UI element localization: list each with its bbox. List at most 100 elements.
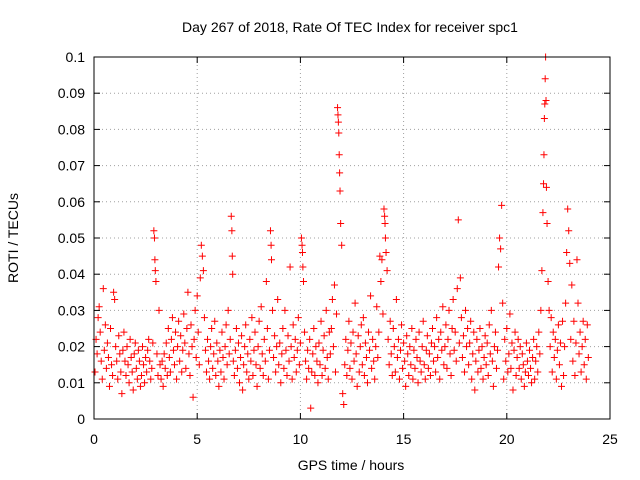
data-point: [100, 346, 108, 354]
data-point: [392, 296, 400, 304]
data-point: [464, 325, 472, 332]
data-point: [318, 372, 326, 380]
data-point: [156, 361, 164, 369]
data-point: [243, 368, 251, 376]
data-point: [188, 343, 196, 351]
data-point: [333, 310, 341, 318]
data-point: [155, 306, 163, 314]
data-point: [313, 357, 321, 365]
data-point: [540, 151, 548, 159]
data-point: [210, 350, 218, 358]
data-point: [430, 357, 438, 365]
data-point: [480, 353, 488, 361]
data-points: [91, 53, 592, 412]
data-point: [413, 353, 421, 361]
data-point: [162, 339, 170, 347]
data-point: [553, 346, 561, 354]
data-point: [455, 339, 463, 347]
data-point: [200, 314, 208, 322]
data-point: [275, 361, 283, 369]
data-point: [497, 245, 505, 253]
data-point: [380, 205, 388, 213]
data-point: [361, 339, 369, 347]
data-point: [214, 357, 222, 365]
data-point: [549, 328, 557, 336]
data-point: [251, 328, 259, 336]
data-point: [286, 263, 294, 271]
data-point: [485, 321, 493, 329]
data-point: [231, 346, 239, 354]
data-point: [583, 321, 591, 329]
data-point: [527, 364, 535, 372]
data-point: [133, 375, 141, 383]
data-point: [492, 364, 500, 372]
data-point: [305, 364, 313, 372]
data-point: [319, 346, 327, 354]
data-point: [528, 379, 536, 387]
data-point: [575, 350, 583, 358]
data-point: [573, 256, 581, 264]
data-point: [205, 357, 213, 365]
data-point: [129, 386, 137, 394]
x-tick-label: 0: [90, 431, 98, 447]
data-point: [529, 353, 537, 361]
data-point: [476, 325, 484, 332]
data-point: [402, 382, 410, 390]
data-point: [242, 321, 250, 329]
data-point: [143, 368, 151, 376]
data-point: [218, 328, 226, 336]
data-point: [509, 386, 517, 394]
data-point: [317, 317, 325, 325]
data-point: [112, 343, 120, 351]
data-point: [458, 353, 466, 361]
data-point: [385, 361, 393, 369]
data-point: [470, 328, 478, 336]
data-point: [565, 227, 573, 235]
data-point: [360, 372, 368, 380]
data-point: [208, 325, 216, 332]
data-point: [223, 361, 231, 369]
data-point: [540, 180, 548, 188]
data-point: [345, 317, 353, 325]
data-point: [580, 361, 588, 369]
data-point: [545, 306, 553, 314]
data-point: [397, 346, 405, 354]
data-point: [435, 335, 443, 343]
data-point: [120, 328, 128, 336]
data-point: [503, 325, 511, 332]
data-point: [137, 372, 145, 380]
data-point: [122, 372, 130, 380]
data-point: [314, 379, 322, 387]
data-point: [472, 357, 480, 365]
data-point: [165, 353, 173, 361]
data-point: [334, 118, 342, 126]
data-point: [394, 335, 402, 343]
chart-title: Day 267 of 2018, Rate Of TEC Index for r…: [182, 19, 518, 35]
data-point: [292, 368, 300, 376]
y-tick-label: 0.01: [58, 375, 85, 391]
data-point: [423, 332, 431, 340]
x-tick-label: 25: [602, 431, 618, 447]
data-point: [536, 350, 544, 358]
data-point: [230, 372, 238, 380]
data-point: [213, 339, 221, 347]
data-point: [302, 357, 310, 365]
data-point: [282, 346, 290, 354]
data-point: [192, 353, 200, 361]
y-tick-label: 0.09: [58, 85, 85, 101]
data-point: [520, 382, 528, 390]
data-point: [178, 368, 186, 376]
data-point: [331, 368, 339, 376]
data-point: [352, 350, 360, 358]
data-point: [350, 357, 358, 365]
data-point: [201, 346, 209, 354]
data-point: [150, 234, 158, 242]
data-point: [519, 361, 527, 369]
data-point: [336, 187, 344, 195]
data-point: [468, 375, 476, 383]
data-point: [395, 375, 403, 383]
data-point: [437, 328, 445, 336]
data-point: [367, 292, 375, 300]
data-point: [379, 310, 387, 318]
